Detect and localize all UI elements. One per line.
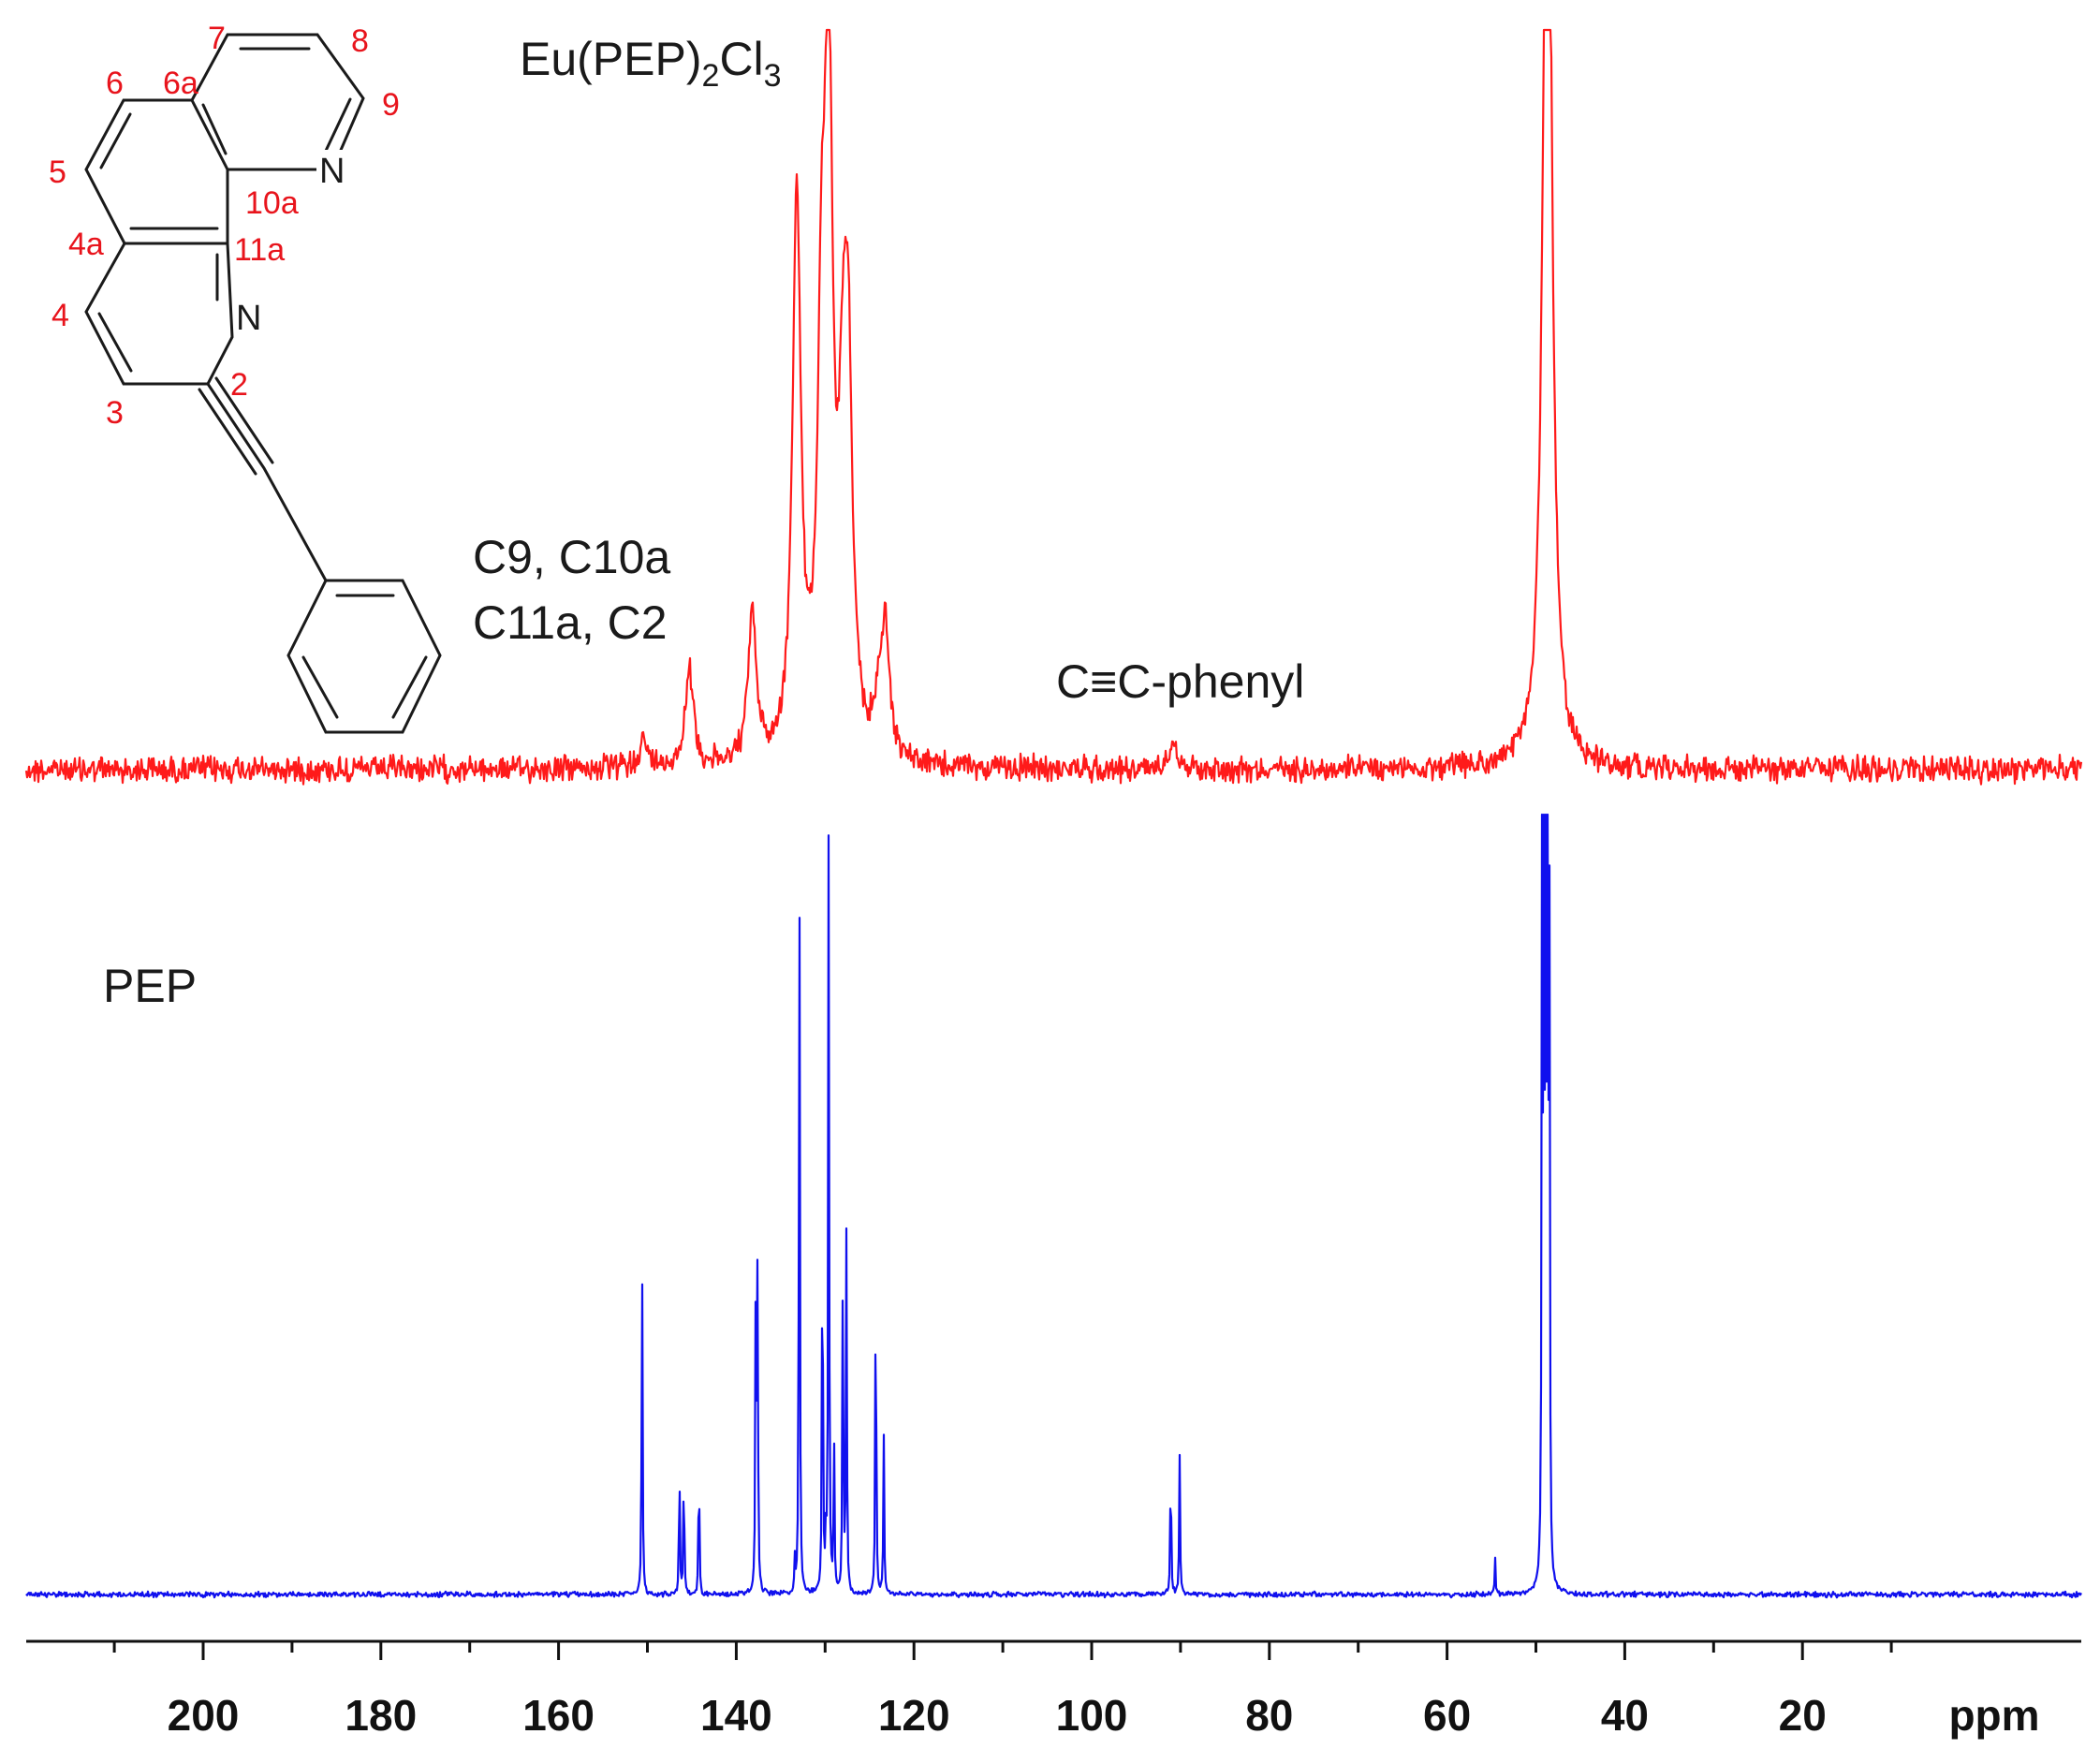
x-tick-label: 160 <box>522 1691 595 1740</box>
x-tick-label: 100 <box>1056 1691 1128 1740</box>
atom-number-4a: 4a <box>68 227 104 262</box>
atom-n-top: N <box>319 152 345 191</box>
atom-number-11a: 11a <box>234 232 285 268</box>
atom-number-2: 2 <box>230 367 248 403</box>
x-axis-tick-labels: 200 180 160 140 120 100 80 60 40 20 <box>168 1691 1827 1740</box>
annotation-alkyne: C≡C-phenyl <box>1056 655 1304 708</box>
middle-ring-double-bonds <box>99 112 219 230</box>
eu-complex-spectrum-line <box>24 28 2083 786</box>
x-tick-label: 200 <box>168 1691 240 1740</box>
x-axis-label: ppm <box>1948 1691 2039 1740</box>
x-tick-label: 40 <box>1601 1691 1649 1740</box>
x-tick-label: 20 <box>1779 1691 1827 1740</box>
atom-number-5: 5 <box>49 154 66 190</box>
structure-labels: N N 7 8 6 6a 9 5 10a 4a 11a 4 3 2 <box>49 21 400 431</box>
annotation-c9-line-1: C9, C10a <box>473 531 670 583</box>
eu-title-mid: Cl <box>719 33 763 85</box>
pep-structure-drawing <box>84 33 442 734</box>
pep-spectrum-line <box>25 813 2082 1599</box>
x-axis: 200 180 160 140 120 100 80 60 40 20 ppm <box>26 1639 2081 1740</box>
top-ring-double-bonds <box>201 47 352 155</box>
middle-ring <box>84 98 229 245</box>
eu-title-main: Eu(PEP) <box>520 33 702 85</box>
annotation-c9-line-2: C11a, C2 <box>473 596 668 649</box>
atom-number-6a: 6a <box>163 66 198 101</box>
spectra-group <box>24 28 2083 1599</box>
pep-title: PEP <box>103 960 197 1012</box>
atom-number-4: 4 <box>51 298 69 333</box>
bottom-ring-double-bonds <box>97 253 219 373</box>
x-tick-label: 60 <box>1423 1691 1471 1740</box>
x-axis-ticks <box>112 1641 1893 1660</box>
x-tick-label: 180 <box>345 1691 417 1740</box>
x-tick-label: 80 <box>1245 1691 1293 1740</box>
bottom-pyridine-ring <box>84 242 234 386</box>
phenyl-ring-double-bonds <box>301 594 428 719</box>
x-tick-label: 140 <box>700 1691 772 1740</box>
atom-number-6: 6 <box>106 66 124 101</box>
eu-title-subscript-1: 2 <box>702 58 720 94</box>
x-tick-label: 120 <box>878 1691 950 1740</box>
atom-number-10a: 10a <box>245 185 299 221</box>
atom-number-8: 8 <box>351 23 369 59</box>
phenyl-ring <box>286 579 442 734</box>
atom-number-7: 7 <box>208 21 226 56</box>
atom-number-3: 3 <box>106 395 124 431</box>
eu-complex-title: Eu(PEP)2Cl3 <box>520 33 782 94</box>
alkyne-bond <box>198 376 328 582</box>
atom-n-bottom: N <box>236 299 261 338</box>
atom-number-9: 9 <box>382 87 400 123</box>
eu-title-subscript-2: 3 <box>764 58 782 94</box>
